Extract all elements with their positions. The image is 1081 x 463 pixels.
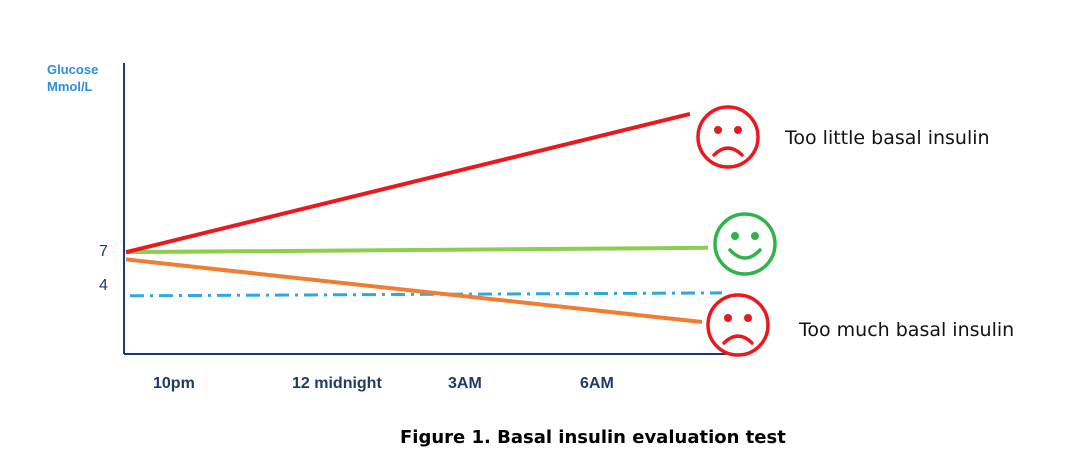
y-tick-label: 4 — [99, 277, 108, 294]
sad-face-icon — [696, 105, 760, 169]
y-axis-label-line2: Mmol/L — [47, 79, 93, 94]
series-line-ok — [125, 245, 709, 255]
y-tick-label: 7 — [99, 243, 108, 260]
x-tick-label: 6AM — [580, 375, 614, 392]
annotation-too-little: Too little basal insulin — [784, 127, 990, 149]
figure-caption: Figure 1. Basal insulin evaluation test — [400, 427, 786, 448]
x-tick-label: 12 midnight — [292, 375, 382, 392]
x-tick-label: 10pm — [153, 375, 195, 392]
series-line-too-little — [125, 111, 691, 255]
series-line-threshold — [129, 291, 723, 298]
sad-face-icon — [706, 293, 770, 357]
series-line-too-much — [125, 257, 703, 324]
annotation-too-much: Too much basal insulin — [798, 319, 1014, 341]
happy-face-icon — [713, 212, 777, 276]
y-axis-label-line1: Glucose — [47, 62, 98, 77]
x-tick-label: 3AM — [448, 375, 482, 392]
